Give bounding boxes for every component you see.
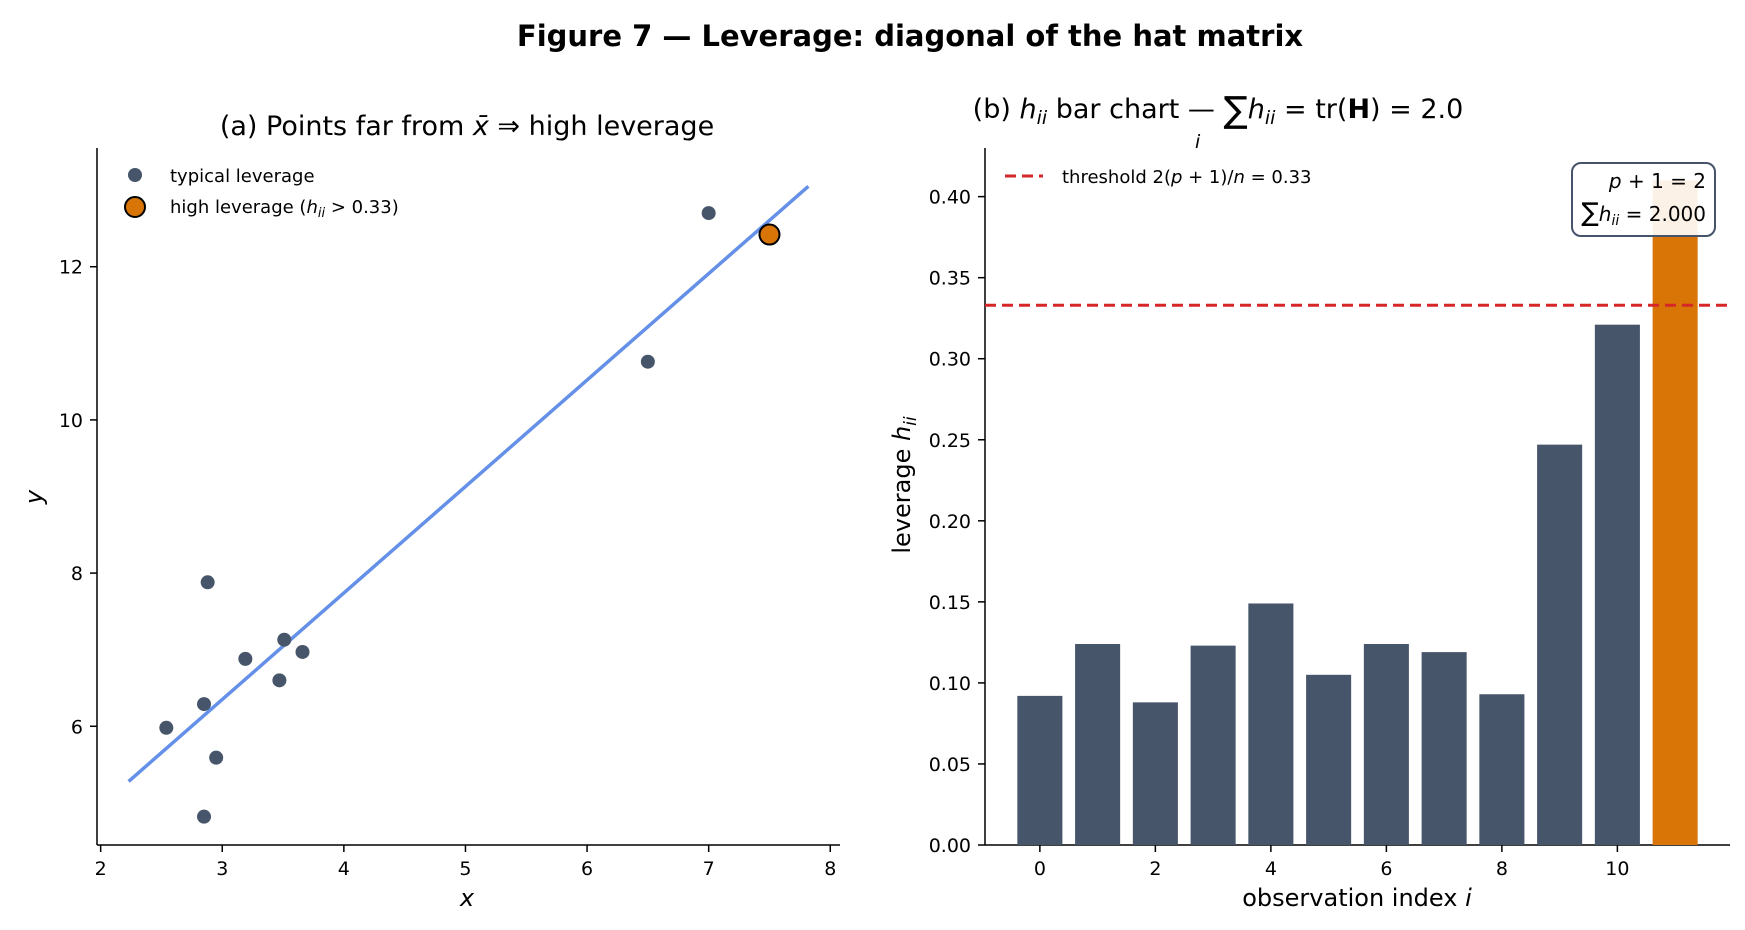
legend-label-high: high leverage (hii > 0.33) (170, 197, 399, 221)
bar-panel: (b) hii bar chart — ∑hii = tr(H) = 2.0 i… (888, 90, 1730, 912)
scatter-x-label: x (459, 884, 475, 912)
scatter-point (640, 354, 655, 369)
scatter-legend: typical leverage high leverage (hii > 0.… (124, 166, 399, 221)
bar-legend: threshold 2(p + 1)/n = 0.33 (1005, 167, 1312, 188)
bar (1306, 674, 1352, 845)
scatter-point (197, 697, 212, 712)
bar-x-tick-label: 0 (1034, 858, 1046, 880)
bar-y-tick-label: 0.05 (929, 754, 971, 776)
scatter-x-tick-label: 5 (459, 858, 471, 880)
scatter-y-label: y (20, 489, 48, 505)
bar-y-label: leverage hii (888, 416, 921, 554)
bar (1594, 324, 1640, 845)
bar-y-tick-label: 0.40 (929, 187, 971, 209)
scatter-point-high (758, 223, 781, 246)
scatter-y-tick-label: 8 (71, 563, 83, 585)
bar (1075, 644, 1121, 845)
bar-title-sum-index: i (1195, 131, 1201, 153)
bar (1363, 644, 1409, 845)
bar (1537, 444, 1583, 845)
scatter-y-tick-label: 6 (71, 716, 83, 738)
scatter-point (200, 575, 215, 590)
bar-y-tick-label: 0.10 (929, 673, 971, 695)
scatter-x-ticks: 2 3 4 5 6 7 8 (95, 845, 836, 880)
annotation-line-1: p + 1 = 2 (1608, 169, 1706, 193)
legend-marker-typical (128, 168, 142, 182)
figure-title: Figure 7 — Leverage: diagonal of the hat… (517, 19, 1303, 53)
scatter-point (272, 673, 287, 688)
scatter-x-tick-label: 4 (338, 858, 350, 880)
bar (1132, 702, 1178, 845)
bar-x-label: observation index i (1242, 884, 1472, 912)
scatter-point (277, 632, 292, 647)
annotation-box: p + 1 = 2 ∑hii = 2.000 (1571, 162, 1716, 237)
scatter-x-tick-label: 7 (703, 858, 715, 880)
bar-y-tick-label: 0.00 (929, 835, 971, 857)
bar-x-tick-label: 6 (1380, 858, 1392, 880)
bar-title: (b) hii bar chart — ∑hii = tr(H) = 2.0 (973, 90, 1464, 131)
bar-y-tick-label: 0.30 (929, 349, 971, 371)
bar-x-tick-label: 10 (1605, 858, 1629, 880)
bar-x-ticks: 0 2 4 6 8 10 (1034, 845, 1629, 880)
bar-x-tick-label: 8 (1496, 858, 1508, 880)
scatter-title: (a) Points far from x̄ ⇒ high leverage (220, 111, 714, 142)
bar-y-tick-label: 0.25 (929, 430, 971, 452)
scatter-y-tick-label: 10 (59, 410, 83, 432)
scatter-x-tick-label: 3 (216, 858, 228, 880)
scatter-x-tick-label: 2 (95, 858, 107, 880)
legend-label-threshold: threshold 2(p + 1)/n = 0.33 (1062, 167, 1312, 188)
bar (1479, 694, 1525, 845)
annotation-frame (1571, 162, 1716, 237)
bar-y-ticks: 0.00 0.05 0.10 0.15 0.20 0.25 0.30 0.35 0.40 (929, 187, 985, 857)
scatter-points (159, 206, 781, 824)
scatter-y-ticks: 6 8 10 12 (59, 257, 97, 738)
scatter-y-tick-label: 12 (59, 257, 83, 279)
scatter-point (197, 809, 212, 824)
legend-label-typical: typical leverage (170, 166, 315, 187)
scatter-panel: (a) Points far from x̄ ⇒ high leverage 2… (20, 111, 840, 912)
bar (1017, 695, 1063, 845)
bar-high-leverage (1652, 180, 1698, 846)
bars (1017, 180, 1698, 846)
scatter-point (701, 206, 716, 221)
scatter-x-tick-label: 6 (581, 858, 593, 880)
bar-y-tick-label: 0.20 (929, 511, 971, 533)
regression-line (127, 184, 810, 783)
legend-marker-high (124, 196, 146, 218)
bar (1248, 603, 1294, 845)
bar-x-tick-label: 2 (1149, 858, 1161, 880)
scatter-point (159, 720, 174, 735)
scatter-point (209, 750, 224, 765)
scatter-x-tick-label: 8 (824, 858, 836, 880)
bar (1190, 645, 1236, 845)
scatter-point (238, 651, 253, 666)
bar-x-tick-label: 4 (1265, 858, 1277, 880)
annotation-line-2: ∑hii = 2.000 (1581, 198, 1706, 229)
bar (1421, 652, 1467, 845)
bar-y-tick-label: 0.35 (929, 268, 971, 290)
bar-y-tick-label: 0.15 (929, 592, 971, 614)
scatter-point (295, 644, 310, 659)
